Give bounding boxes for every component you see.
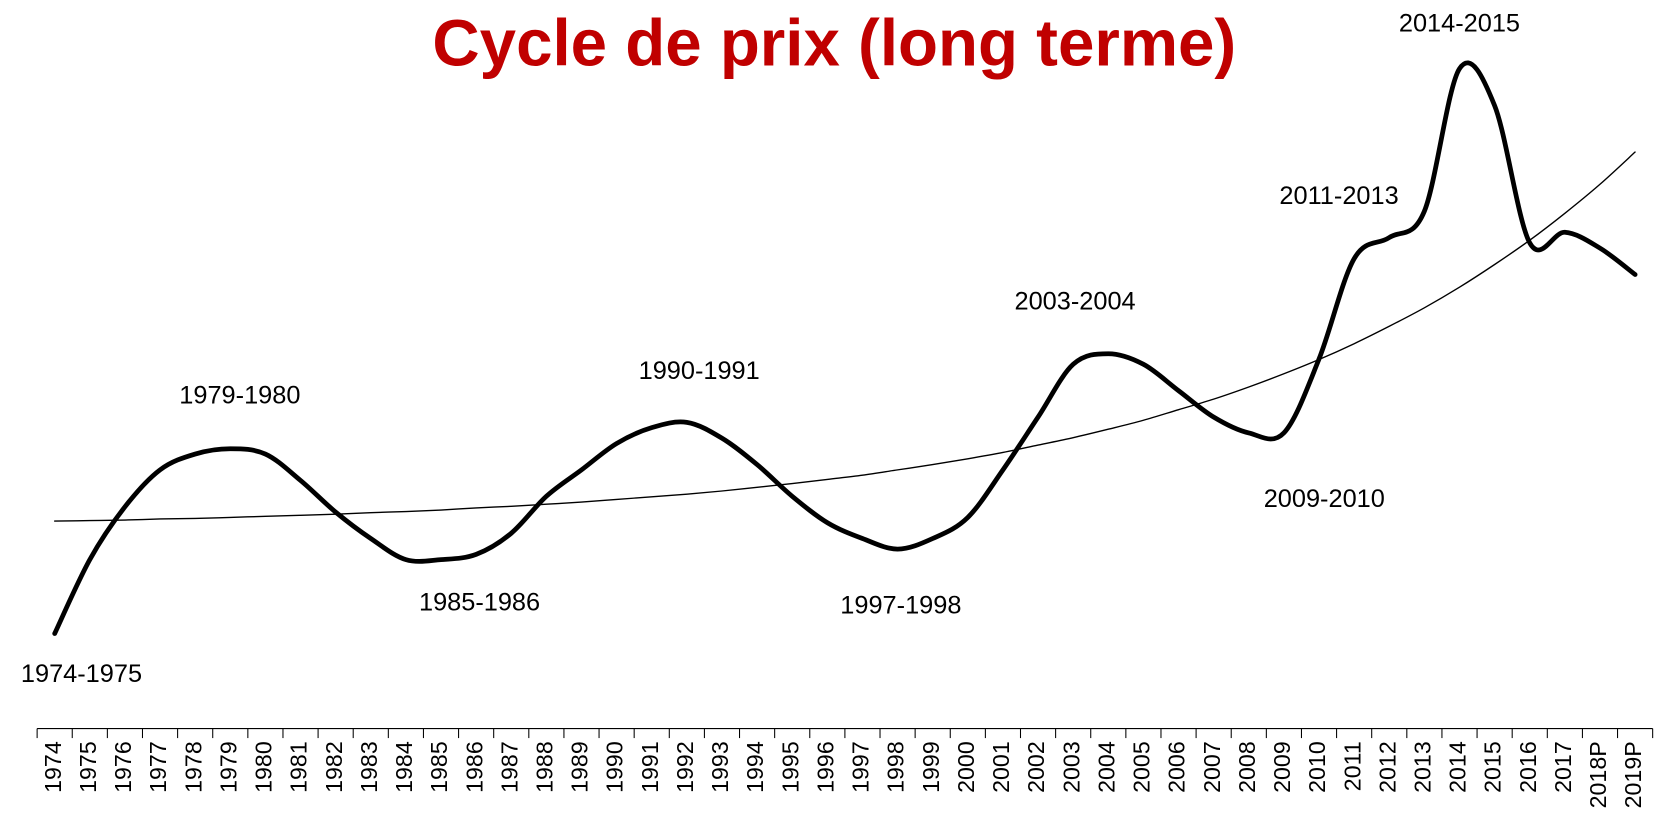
x-tick-label: 2009 (1269, 741, 1295, 793)
x-tick-label: 2018P (1585, 741, 1611, 808)
x-tick-label: 2002 (1023, 741, 1049, 793)
annotation: 1990-1991 (639, 357, 760, 385)
x-tick-label: 2004 (1093, 741, 1119, 793)
annotation: 1985-1986 (419, 588, 540, 616)
annotation: 2009-2010 (1264, 485, 1385, 513)
trend-line (53, 151, 1636, 522)
x-tick-label: 1986 (461, 741, 487, 793)
x-tick-label: 1989 (567, 741, 593, 793)
x-tick-label: 2011 (1339, 741, 1365, 791)
annotation: 2014-2015 (1399, 10, 1520, 38)
x-tick-label: 1978 (180, 741, 206, 793)
annotation: 1974-1975 (21, 660, 142, 688)
x-tick-label: 2012 (1374, 741, 1400, 793)
annotation: 2003-2004 (1015, 287, 1136, 315)
x-tick-label: 2019P (1620, 741, 1646, 808)
x-tick-label: 1982 (321, 741, 347, 793)
x-tick-label: 1993 (707, 741, 733, 793)
x-tick-label: 1974 (40, 741, 66, 793)
x-tick-label: 1994 (742, 741, 768, 793)
x-tick-label: 2016 (1515, 741, 1541, 793)
x-tick-label: 1996 (812, 741, 838, 793)
x-tick-label: 1983 (356, 741, 382, 793)
x-tick-label: 1998 (883, 741, 909, 793)
x-tick-label: 2006 (1164, 741, 1190, 793)
x-tick-label: 2017 (1550, 741, 1576, 793)
x-tick-label: 2007 (1199, 741, 1225, 793)
x-tick-label: 2008 (1234, 741, 1260, 793)
x-tick-label: 2003 (1058, 741, 1084, 793)
x-tick-label: 1979 (215, 741, 241, 793)
x-tick-label: 2001 (988, 741, 1014, 793)
x-tick-label: 1988 (532, 741, 558, 793)
x-tick-label: 1995 (777, 741, 803, 793)
annotation: 1997-1998 (840, 591, 961, 619)
x-tick-label: 1992 (672, 741, 698, 793)
annotation: 1979-1980 (179, 381, 300, 409)
x-tick-label: 1977 (145, 741, 171, 793)
price-line (52, 60, 1638, 636)
x-tick-label: 1997 (848, 741, 874, 793)
x-tick-label: 1999 (918, 741, 944, 793)
x-tick-label: 2014 (1445, 741, 1471, 793)
x-tick-label: 2005 (1129, 741, 1155, 793)
x-tick-label: 1987 (496, 741, 522, 793)
annotation: 2011-2013 (1279, 182, 1398, 210)
x-tick-label: 2015 (1480, 741, 1506, 793)
x-tick-label: 1985 (426, 741, 452, 793)
x-tick-label: 1980 (251, 741, 277, 793)
chart-title: Cycle de prix (long terme) (432, 6, 1236, 79)
x-tick-label: 1984 (391, 741, 417, 793)
x-tick-label: 1981 (286, 741, 312, 793)
x-tick-label: 2010 (1304, 741, 1330, 793)
x-tick-label: 1976 (110, 741, 136, 793)
x-tick-label: 2013 (1410, 741, 1436, 793)
x-tick-label: 1990 (602, 741, 628, 793)
x-tick-label: 1975 (75, 741, 101, 793)
x-tick-label: 1991 (637, 741, 663, 793)
x-tick-label: 2000 (953, 741, 979, 793)
